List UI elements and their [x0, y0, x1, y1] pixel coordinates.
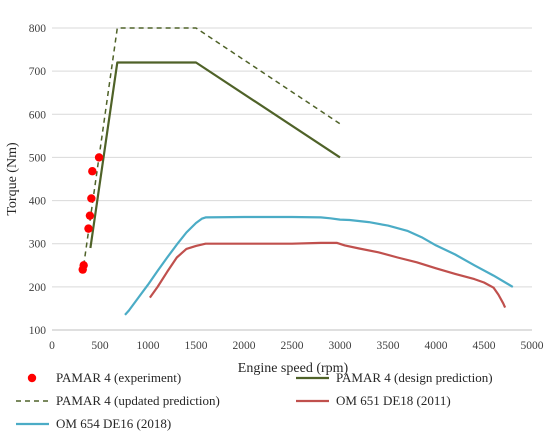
- x-tick-label: 4500: [473, 340, 496, 352]
- legend-marker: [27, 373, 37, 383]
- x-tick-label: 3500: [377, 340, 400, 352]
- y-tick-label: 300: [29, 239, 47, 251]
- experiment-point: [84, 224, 93, 233]
- x-tick-label: 4000: [425, 340, 448, 352]
- y-axis-title: Torque (Nm): [5, 142, 20, 216]
- x-axis-title: Engine speed (rpm): [238, 361, 349, 376]
- series-line-2: [82, 27, 341, 266]
- legend-label: OM 654 DE16 (2018): [56, 416, 171, 431]
- y-tick-label: 800: [29, 23, 47, 35]
- experiment-point: [87, 194, 96, 203]
- experiment-point: [79, 261, 88, 270]
- legend: PAMAR 4 (experiment) PAMAR 4 (design pred…: [16, 370, 493, 431]
- gridlines: [52, 27, 532, 331]
- x-tick-label: 1000: [137, 340, 160, 352]
- y-tick-label: 100: [29, 325, 47, 337]
- legend-label: PAMAR 4 (experiment): [56, 370, 181, 385]
- tick-labels: 100 200 300 400 500 600 700 800 0 500 1000 1500 2000…: [29, 23, 544, 352]
- series-line-3: [149, 241, 507, 309]
- series-line-1: [89, 61, 341, 249]
- y-tick-label: 200: [29, 282, 47, 294]
- x-tick-label: 2000: [233, 340, 256, 352]
- y-tick-label: 600: [29, 109, 47, 121]
- experiment-point: [88, 167, 97, 176]
- experiment-point: [94, 153, 104, 162]
- x-tick-label: 0: [49, 340, 55, 352]
- plot-area: [78, 27, 514, 316]
- series-line-4: [124, 215, 514, 316]
- x-tick-label: 500: [91, 340, 109, 352]
- x-tick-label: 5000: [521, 340, 544, 352]
- y-tick-label: 700: [29, 66, 47, 78]
- experiment-point: [85, 211, 95, 220]
- legend-label: PAMAR 4 (design prediction): [336, 370, 493, 385]
- legend-label: OM 651 DE18 (2011): [336, 393, 451, 408]
- legend-label: PAMAR 4 (updated prediction): [56, 393, 220, 408]
- y-tick-label: 400: [29, 196, 47, 208]
- x-tick-label: 1500: [185, 340, 208, 352]
- y-tick-label: 500: [29, 152, 47, 164]
- x-tick-label: 3000: [329, 340, 352, 352]
- x-tick-label: 2500: [281, 340, 304, 352]
